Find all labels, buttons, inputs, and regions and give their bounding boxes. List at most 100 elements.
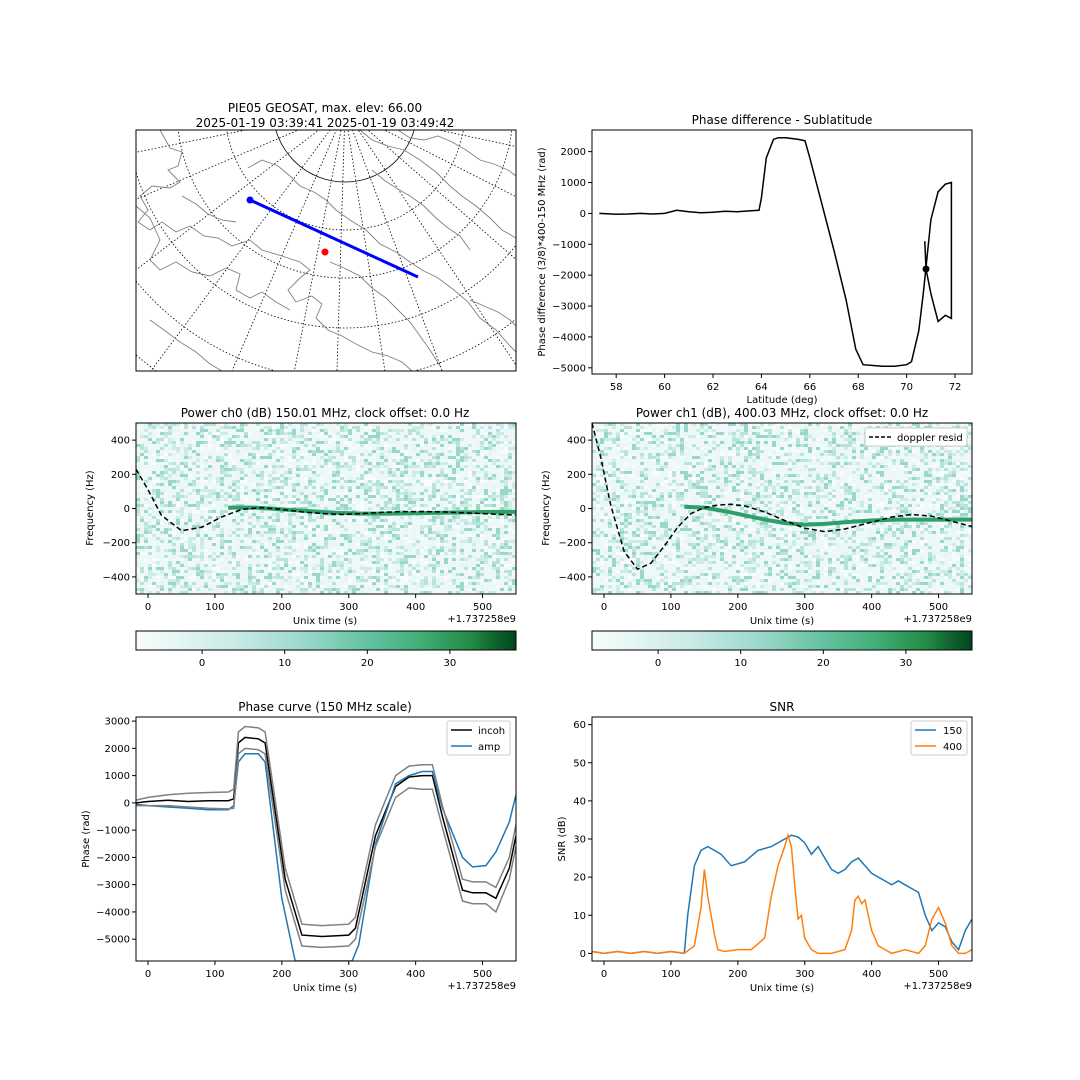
spectrogram-cell [288, 489, 292, 492]
spectrogram-cell [436, 504, 440, 507]
spectrogram-cell [696, 483, 700, 486]
spectrogram-cell [308, 480, 312, 483]
spectrogram-cell [492, 492, 496, 495]
spectrogram-cell [364, 540, 368, 543]
spectrogram-cell [704, 516, 708, 519]
spectrogram-cell [288, 498, 292, 501]
spectrogram-cell [440, 525, 444, 528]
spectrogram-cell [936, 462, 940, 465]
spectrogram-cell [156, 486, 160, 489]
spectrogram-cell [604, 456, 608, 459]
spectrogram-cell [332, 480, 336, 483]
spectrogram-cell [324, 435, 328, 438]
spectrogram-cell [444, 438, 448, 441]
spectrogram-cell [896, 483, 900, 486]
spectrogram-cell [480, 498, 484, 501]
spectrogram-cell [404, 489, 408, 492]
spectrogram-cell [284, 444, 288, 447]
spectrogram-cell [376, 510, 380, 513]
spectrogram-cell [288, 429, 292, 432]
spectrogram-cell [828, 516, 832, 519]
spectrogram-cell [408, 429, 412, 432]
spectrogram-cell [148, 477, 152, 480]
spectrogram-cell [928, 483, 932, 486]
spectrogram-cell [740, 495, 744, 498]
spectrogram-cell [648, 525, 652, 528]
spectrogram-cell [904, 498, 908, 501]
spectrogram-cell [968, 507, 972, 510]
spectrogram-cell [856, 441, 860, 444]
spectrogram-cell [788, 444, 792, 447]
spectrogram-cell [364, 543, 368, 546]
spectrogram-cell [164, 444, 168, 447]
spectrogram-cell [508, 501, 512, 504]
spectrogram-cell [320, 465, 324, 468]
spectrogram-cell [808, 468, 812, 471]
spectrogram-cell [764, 444, 768, 447]
spectrogram-cell [784, 516, 788, 519]
spectrogram-cell [448, 504, 452, 507]
spectrogram-cell [280, 501, 284, 504]
spectrogram-cell [876, 423, 880, 426]
spectrogram-cell [364, 462, 368, 465]
spectrogram-cell [716, 486, 720, 489]
phase-diff-xticks: 58 60 62 64 66 68 70 72 [610, 374, 961, 393]
spectrogram-cell [856, 528, 860, 531]
spectrogram-cell [448, 546, 452, 549]
spectrogram-cell [184, 558, 188, 561]
spectrogram-cell [380, 585, 384, 588]
spectrogram-cell [668, 453, 672, 456]
spectrogram-cell [648, 534, 652, 537]
spectrogram-cell [424, 471, 428, 474]
spectrogram-cell [176, 561, 180, 564]
spectrogram-cell [188, 567, 192, 570]
spectrogram-cell [880, 471, 884, 474]
spectrogram-cell [344, 447, 348, 450]
spectrogram-cell [360, 459, 364, 462]
spectrogram-cell [416, 465, 420, 468]
spectrogram-cell [488, 435, 492, 438]
spectrogram-cell [504, 519, 508, 522]
power-ch0-title: Power ch0 (dB) 150.01 MHz, clock offset:… [181, 406, 470, 420]
spectrogram-cell [152, 582, 156, 585]
spectrogram-cell [856, 462, 860, 465]
spectrogram-cell [340, 477, 344, 480]
spectrogram-cell [732, 486, 736, 489]
spectrogram-cell [852, 495, 856, 498]
spectrogram-cell [836, 444, 840, 447]
spectrogram-cell [484, 555, 488, 558]
spectrogram-cell [428, 453, 432, 456]
spectrogram-cell [364, 531, 368, 534]
spectrogram-cell [272, 558, 276, 561]
spectrogram-cell [452, 516, 456, 519]
spectrogram-cell [376, 486, 380, 489]
spectrogram-cell [640, 426, 644, 429]
spectrogram-cell [460, 456, 464, 459]
spectrogram-cell [356, 495, 360, 498]
spectrogram-cell [904, 459, 908, 462]
spectrogram-cell [252, 585, 256, 588]
spectrogram-cell [220, 468, 224, 471]
spectrogram-cell [332, 450, 336, 453]
spectrogram-cell [288, 480, 292, 483]
spectrogram-cell [192, 486, 196, 489]
spectrogram-cell [232, 435, 236, 438]
spectrogram-cell [824, 474, 828, 477]
spectrogram-cell [776, 450, 780, 453]
spectrogram-cell [232, 462, 236, 465]
spectrogram-cell [304, 564, 308, 567]
spectrogram-cell [244, 447, 248, 450]
spectrogram-cell [708, 522, 712, 525]
spectrogram-cell [440, 474, 444, 477]
spectrogram-cell [480, 501, 484, 504]
spectrogram-cell [400, 504, 404, 507]
spectrogram-cell [920, 489, 924, 492]
spectrogram-cell [812, 510, 816, 513]
spectrogram-cell [452, 507, 456, 510]
spectrogram-cell [888, 528, 892, 531]
spectrogram-cell [780, 450, 784, 453]
spectrogram-cell [668, 486, 672, 489]
phase-diff-line [599, 136, 953, 368]
spectrogram-cell [360, 435, 364, 438]
spectrogram-cell [140, 576, 144, 579]
